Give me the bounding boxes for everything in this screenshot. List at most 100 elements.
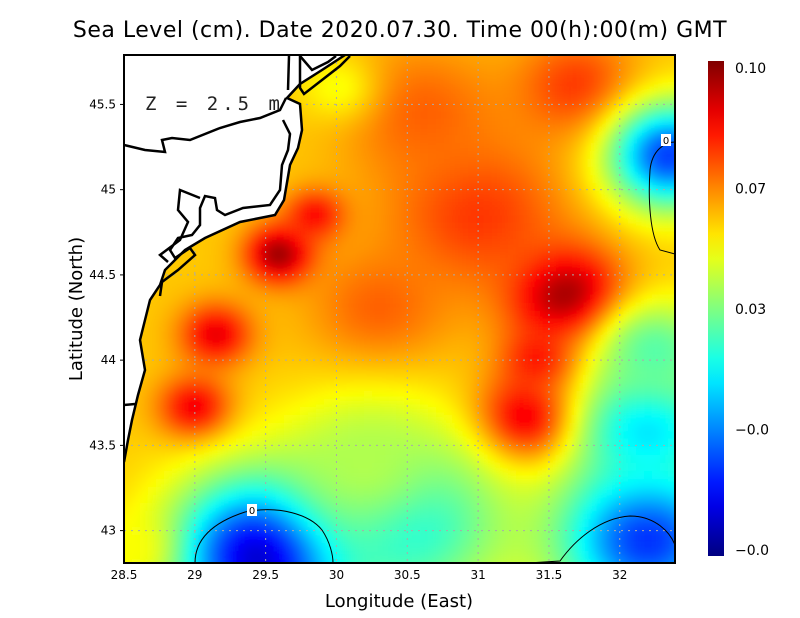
heatmap-cell: [212, 527, 221, 536]
heatmap-cell: [204, 423, 213, 432]
heatmap-cell: [276, 519, 285, 528]
heatmap-cell: [628, 455, 637, 464]
heatmap-cell: [300, 519, 309, 528]
heatmap-cell: [388, 447, 397, 456]
heatmap-cell: [580, 511, 589, 520]
heatmap-cell: [564, 207, 573, 216]
heatmap-cell: [612, 407, 621, 416]
heatmap-cell: [396, 191, 405, 200]
heatmap-cell: [564, 247, 573, 256]
heatmap-cell: [548, 343, 557, 352]
heatmap-cell: [604, 343, 613, 352]
heatmap-cell: [540, 79, 549, 88]
heatmap-cell: [564, 431, 573, 440]
heatmap-cell: [484, 559, 493, 563]
heatmap-cell: [364, 63, 373, 72]
heatmap-cell: [572, 455, 581, 464]
heatmap-cell: [444, 239, 453, 248]
heatmap-cell: [212, 247, 221, 256]
heatmap-cell: [204, 479, 213, 488]
heatmap-cell: [620, 231, 629, 240]
heatmap-cell: [660, 239, 669, 248]
heatmap-cell: [428, 95, 437, 104]
heatmap-cell: [596, 239, 605, 248]
heatmap-cell: [476, 79, 485, 88]
heatmap-cell: [228, 311, 237, 320]
heatmap-cell: [588, 511, 597, 520]
heatmap-cell: [564, 519, 573, 528]
heatmap-cell: [436, 543, 445, 552]
heatmap-cell: [244, 263, 253, 272]
heatmap-cell: [668, 183, 675, 192]
heatmap-cell: [556, 271, 565, 280]
heatmap-cell: [532, 103, 541, 112]
heatmap-cell: [148, 367, 157, 376]
heatmap-cell: [300, 95, 309, 104]
heatmap-cell: [596, 343, 605, 352]
heatmap-cell: [356, 295, 365, 304]
heatmap-cell: [172, 407, 181, 416]
heatmap-cell: [276, 527, 285, 536]
heatmap-cell: [276, 375, 285, 384]
heatmap-cell: [332, 111, 341, 120]
heatmap-cell: [212, 239, 221, 248]
heatmap-cell: [372, 495, 381, 504]
heatmap-cell: [564, 463, 573, 472]
heatmap-cell: [532, 503, 541, 512]
heatmap-cell: [220, 399, 229, 408]
heatmap-cell: [268, 527, 277, 536]
heatmap-cell: [412, 343, 421, 352]
heatmap-cell: [348, 279, 357, 288]
heatmap-cell: [476, 207, 485, 216]
heatmap-cell: [548, 143, 557, 152]
heatmap-cell: [412, 423, 421, 432]
heatmap-cell: [500, 359, 509, 368]
heatmap-cell: [628, 423, 637, 432]
heatmap-cell: [604, 223, 613, 232]
heatmap-cell: [612, 71, 621, 80]
heatmap-cell: [340, 199, 349, 208]
heatmap-cell: [556, 487, 565, 496]
heatmap-cell: [428, 503, 437, 512]
heatmap-cell: [380, 463, 389, 472]
heatmap-cell: [476, 559, 485, 563]
heatmap-cell: [604, 543, 613, 552]
heatmap-cell: [444, 79, 453, 88]
heatmap-cell: [436, 311, 445, 320]
heatmap-cell: [620, 335, 629, 344]
heatmap-cell: [668, 135, 675, 144]
heatmap-cell: [564, 479, 573, 488]
heatmap-cell: [292, 559, 301, 563]
heatmap-cell: [420, 375, 429, 384]
heatmap-cell: [380, 327, 389, 336]
heatmap-cell: [412, 359, 421, 368]
heatmap-cell: [668, 303, 675, 312]
heatmap-cell: [524, 215, 533, 224]
heatmap-cell: [524, 111, 533, 120]
heatmap-cell: [588, 455, 597, 464]
heatmap-cell: [404, 447, 413, 456]
heatmap-cell: [612, 559, 621, 563]
heatmap-cell: [380, 135, 389, 144]
heatmap-cell: [468, 151, 477, 160]
heatmap-cell: [540, 447, 549, 456]
heatmap-cell: [212, 295, 221, 304]
heatmap-cell: [508, 175, 517, 184]
heatmap-cell: [460, 223, 469, 232]
heatmap-cell: [628, 471, 637, 480]
heatmap-cell: [132, 559, 141, 563]
heatmap-cell: [676, 479, 685, 488]
heatmap-cell: [196, 423, 205, 432]
heatmap-cell: [428, 423, 437, 432]
heatmap-cell: [404, 111, 413, 120]
heatmap-cell: [540, 399, 549, 408]
heatmap-cell: [148, 527, 157, 536]
heatmap-cell: [516, 127, 525, 136]
heatmap-cell: [196, 479, 205, 488]
heatmap-cell: [388, 311, 397, 320]
heatmap-cell: [444, 415, 453, 424]
heatmap-cell: [260, 351, 269, 360]
heatmap-cell: [340, 335, 349, 344]
heatmap-cell: [460, 239, 469, 248]
heatmap-cell: [260, 471, 269, 480]
